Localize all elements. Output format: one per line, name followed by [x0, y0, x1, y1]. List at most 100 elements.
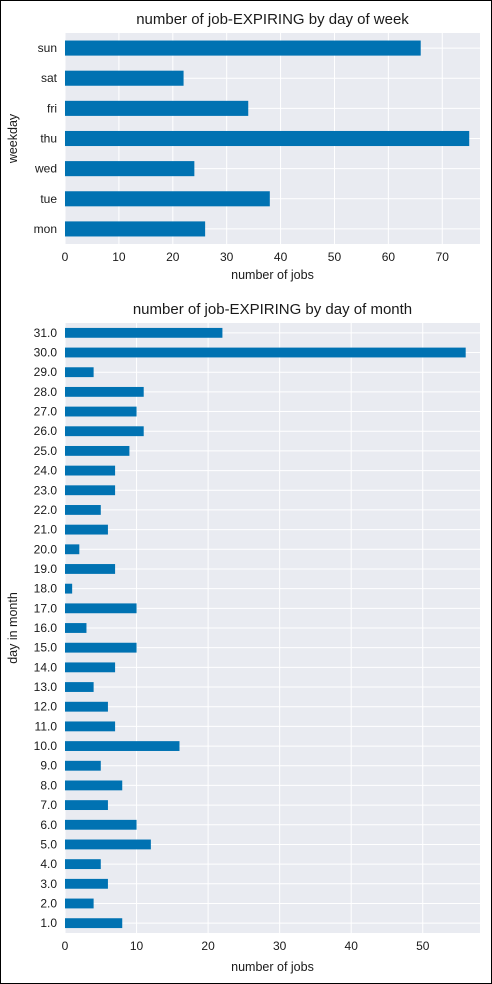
- bar-1.0: [65, 918, 123, 929]
- chart-title: number of job-EXPIRING by day of week: [136, 11, 409, 28]
- y-tick-label: fri: [47, 101, 57, 115]
- x-tick-label: 70: [436, 250, 450, 264]
- y-tick-label: mon: [34, 222, 57, 236]
- bar-8.0: [65, 780, 123, 791]
- y-tick-label: 24.0: [34, 464, 58, 478]
- chart-1: 0 10 20 30 40 50 60 70 mon tue wed thu fri sat sun numb…: [6, 11, 480, 282]
- y-tick-label: 2.0: [40, 896, 57, 910]
- bar-mon: [65, 221, 206, 237]
- bar-3.0: [65, 878, 108, 889]
- bar-27.0: [65, 406, 137, 417]
- bar-26.0: [65, 426, 144, 437]
- bar-14.0: [65, 662, 116, 673]
- y-tick-label: 17.0: [34, 601, 58, 615]
- x-tick-label: 20: [166, 250, 180, 264]
- bar-9.0: [65, 760, 101, 771]
- y-tick-label: 14.0: [34, 660, 58, 674]
- x-tick-label: 30: [273, 939, 287, 953]
- x-tick-label: 40: [345, 939, 359, 953]
- bar-tue: [65, 191, 270, 207]
- y-tick-label: 13.0: [34, 680, 58, 694]
- chart-title: number of job-EXPIRING by day of month: [133, 301, 412, 318]
- x-tick-label: 40: [274, 250, 288, 264]
- y-tick-label: 8.0: [40, 778, 57, 792]
- y-tick-label: 30.0: [34, 346, 58, 360]
- x-axis-label: number of jobs: [231, 960, 314, 974]
- chart-2: 0 10 20 30 40 50 1.0 2.0 3.0 4.0 5.0 6.0 7.0 8.0 9.0 10…: [6, 301, 480, 974]
- bar-sun: [65, 40, 421, 56]
- y-tick-label: 19.0: [34, 562, 58, 576]
- bar-13.0: [65, 682, 94, 692]
- bar-17.0: [65, 603, 137, 614]
- y-axis-label: weekday: [6, 113, 20, 164]
- y-tick-label: thu: [40, 132, 57, 146]
- bar-12.0: [65, 701, 108, 712]
- y-tick-label: 23.0: [34, 483, 58, 497]
- bar-6.0: [65, 819, 137, 830]
- x-tick-label: 10: [130, 939, 144, 953]
- bar-2.0: [65, 898, 94, 909]
- x-tick-label: 30: [220, 250, 234, 264]
- bar-thu: [65, 130, 470, 147]
- y-tick-label: 10.0: [34, 739, 58, 753]
- bar-sat: [65, 70, 184, 86]
- x-tick-label: 0: [62, 939, 69, 953]
- y-tick-label: 6.0: [40, 818, 57, 832]
- bar-wed: [65, 161, 195, 177]
- bar-18.0: [65, 583, 73, 594]
- bar-25.0: [65, 445, 130, 456]
- x-tick-label: 60: [382, 250, 396, 264]
- bar-5.0: [65, 839, 151, 850]
- y-tick-label: 7.0: [40, 798, 57, 812]
- y-tick-label: 11.0: [35, 719, 58, 733]
- x-tick-label: 20: [201, 939, 215, 953]
- bar-24.0: [65, 465, 116, 476]
- y-tick-label: 21.0: [34, 523, 58, 537]
- bar-28.0: [65, 386, 144, 397]
- bar-23.0: [65, 485, 116, 496]
- bar-7.0: [65, 800, 108, 811]
- y-tick-label: 28.0: [34, 385, 58, 399]
- bar-16.0: [65, 623, 87, 633]
- bar-4.0: [65, 859, 101, 870]
- y-tick-label: 27.0: [34, 405, 58, 419]
- y-tick-label: 20.0: [34, 542, 58, 556]
- bar-10.0: [65, 741, 180, 751]
- y-tick-label: 18.0: [34, 582, 58, 596]
- y-tick-label: sun: [38, 41, 57, 55]
- y-tick-label: 26.0: [34, 424, 58, 438]
- bar-20.0: [65, 544, 80, 555]
- y-tick-label: wed: [34, 162, 57, 176]
- y-tick-label: sat: [41, 71, 58, 85]
- y-tick-label: 16.0: [34, 621, 58, 635]
- y-tick-label: 22.0: [34, 503, 58, 517]
- bar-31.0: [65, 327, 223, 338]
- y-tick-label: 4.0: [40, 857, 57, 871]
- y-axis-label: day in month: [6, 592, 20, 664]
- bar-15.0: [65, 642, 137, 653]
- bar-21.0: [65, 524, 108, 535]
- y-tick-label: tue: [40, 192, 57, 206]
- bar-22.0: [65, 505, 101, 515]
- y-tick-label: 12.0: [34, 700, 58, 714]
- bar-fri: [65, 100, 249, 116]
- y-tick-label: 9.0: [40, 759, 57, 773]
- x-tick-label: 10: [112, 250, 126, 264]
- bar-11.0: [65, 721, 116, 732]
- y-tick-label: 29.0: [34, 365, 58, 379]
- y-tick-label: 5.0: [40, 837, 57, 851]
- x-tick-label: 50: [328, 250, 342, 264]
- y-tick-label: 15.0: [34, 641, 58, 655]
- y-tick-label: 31.0: [34, 326, 58, 340]
- bar-19.0: [65, 564, 116, 574]
- y-tick-label: 1.0: [40, 916, 57, 930]
- x-tick-label: 0: [62, 250, 69, 264]
- bar-30.0: [65, 347, 466, 358]
- bar-29.0: [65, 367, 94, 378]
- y-tick-label: 3.0: [40, 877, 57, 891]
- x-tick-label: 50: [416, 939, 430, 953]
- y-tick-label: 25.0: [34, 444, 58, 458]
- x-axis-label: number of jobs: [231, 268, 314, 282]
